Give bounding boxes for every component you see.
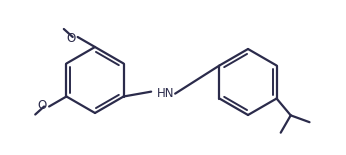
Text: HN: HN bbox=[157, 87, 175, 100]
Text: O: O bbox=[66, 31, 76, 44]
Text: O: O bbox=[38, 99, 47, 112]
